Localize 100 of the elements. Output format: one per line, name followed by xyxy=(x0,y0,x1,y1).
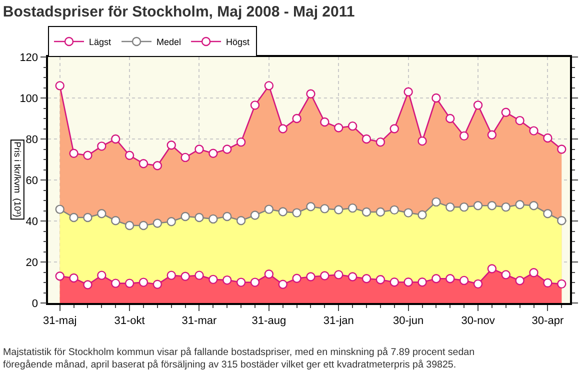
point xyxy=(418,210,427,220)
legend-label: Medel xyxy=(156,37,182,48)
point xyxy=(55,204,64,214)
point xyxy=(236,216,246,226)
point xyxy=(334,205,344,214)
point xyxy=(236,137,246,147)
point xyxy=(432,93,441,103)
y-tick-label: 100 xyxy=(20,92,38,105)
point xyxy=(320,117,330,127)
point xyxy=(404,208,413,218)
point xyxy=(543,133,552,143)
point xyxy=(152,280,162,289)
point xyxy=(194,212,204,222)
x-tick-label: 30-jun xyxy=(393,314,424,327)
point xyxy=(515,200,524,210)
point xyxy=(166,217,176,226)
point xyxy=(376,207,386,217)
point xyxy=(111,134,120,144)
point xyxy=(222,144,232,154)
legend-label: Högst xyxy=(226,37,250,48)
point xyxy=(208,214,218,224)
point xyxy=(278,280,288,289)
point xyxy=(250,278,260,287)
y-tick-label: 120 xyxy=(20,52,38,64)
x-tick-label: 31-okt xyxy=(114,314,145,327)
point xyxy=(111,278,120,288)
y-tick-label: 20 xyxy=(26,256,38,269)
point xyxy=(292,208,302,218)
text: Majstatistik för Stockholm kommun visar på fallande bostadspriser, med en minskning på 7.89 procent sedan föregående månad, april baserat på försäljning av 315 bostäder vilket ger ett kvadratmeterpris på 39825. xyxy=(3,347,475,371)
point xyxy=(473,279,483,289)
point xyxy=(97,142,106,151)
point xyxy=(362,274,372,284)
point xyxy=(432,197,441,207)
x-tick-label: 30-nov xyxy=(461,314,496,327)
point xyxy=(264,81,274,90)
point xyxy=(473,201,483,210)
point xyxy=(390,205,399,215)
point xyxy=(376,137,386,147)
point xyxy=(459,202,469,212)
point xyxy=(264,204,274,214)
point xyxy=(320,271,330,280)
point xyxy=(69,148,78,158)
point xyxy=(501,108,510,117)
point xyxy=(348,203,358,213)
point xyxy=(418,277,427,287)
point xyxy=(473,100,483,110)
point xyxy=(69,273,78,283)
point xyxy=(222,212,232,222)
legend-label: Lägst xyxy=(89,37,112,48)
point xyxy=(83,212,92,222)
point xyxy=(292,274,302,283)
point xyxy=(320,204,330,214)
point xyxy=(557,279,566,289)
point xyxy=(180,152,190,162)
point xyxy=(138,220,148,230)
point xyxy=(97,209,106,218)
point xyxy=(55,272,64,281)
point xyxy=(529,126,538,136)
point xyxy=(208,274,218,284)
point xyxy=(180,272,190,281)
point xyxy=(459,131,469,141)
point xyxy=(278,124,288,134)
y-tick-label: 60 xyxy=(26,174,38,187)
point xyxy=(487,130,497,140)
x-tick-label: 31-maj xyxy=(43,314,77,327)
point xyxy=(97,270,106,280)
point xyxy=(138,159,148,168)
point xyxy=(543,209,552,218)
point xyxy=(194,144,204,154)
point xyxy=(236,278,246,287)
point xyxy=(180,212,190,222)
point xyxy=(208,148,218,158)
point xyxy=(362,134,372,144)
point xyxy=(334,270,344,280)
point xyxy=(487,201,497,210)
point xyxy=(250,210,260,220)
point xyxy=(124,220,134,230)
y-axis-title: Pris i tkr/kvm (10³) xyxy=(12,142,22,218)
point xyxy=(348,121,358,131)
point xyxy=(278,207,288,216)
x-tick-label: 31-mar xyxy=(182,314,217,327)
point xyxy=(376,275,386,284)
point xyxy=(446,274,455,284)
point xyxy=(418,136,427,146)
point xyxy=(124,150,134,160)
point xyxy=(515,116,524,126)
point xyxy=(152,161,162,170)
point xyxy=(404,277,413,287)
point xyxy=(557,216,566,226)
chart-title: Bostadspriser för Stockholm, Maj 2008 - Maj 2011 xyxy=(2,3,355,20)
point xyxy=(124,278,134,288)
x-tick-label: 30-apr xyxy=(532,314,564,327)
point xyxy=(459,276,469,286)
y-tick-label: 0 xyxy=(32,298,38,310)
point xyxy=(166,270,176,280)
point xyxy=(306,89,316,98)
point xyxy=(222,275,232,285)
point xyxy=(446,202,455,212)
point xyxy=(138,278,148,287)
point xyxy=(487,264,497,274)
